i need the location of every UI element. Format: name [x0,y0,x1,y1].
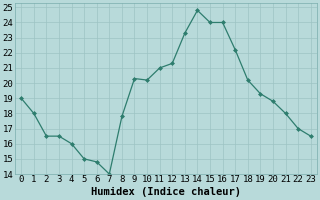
X-axis label: Humidex (Indice chaleur): Humidex (Indice chaleur) [91,187,241,197]
